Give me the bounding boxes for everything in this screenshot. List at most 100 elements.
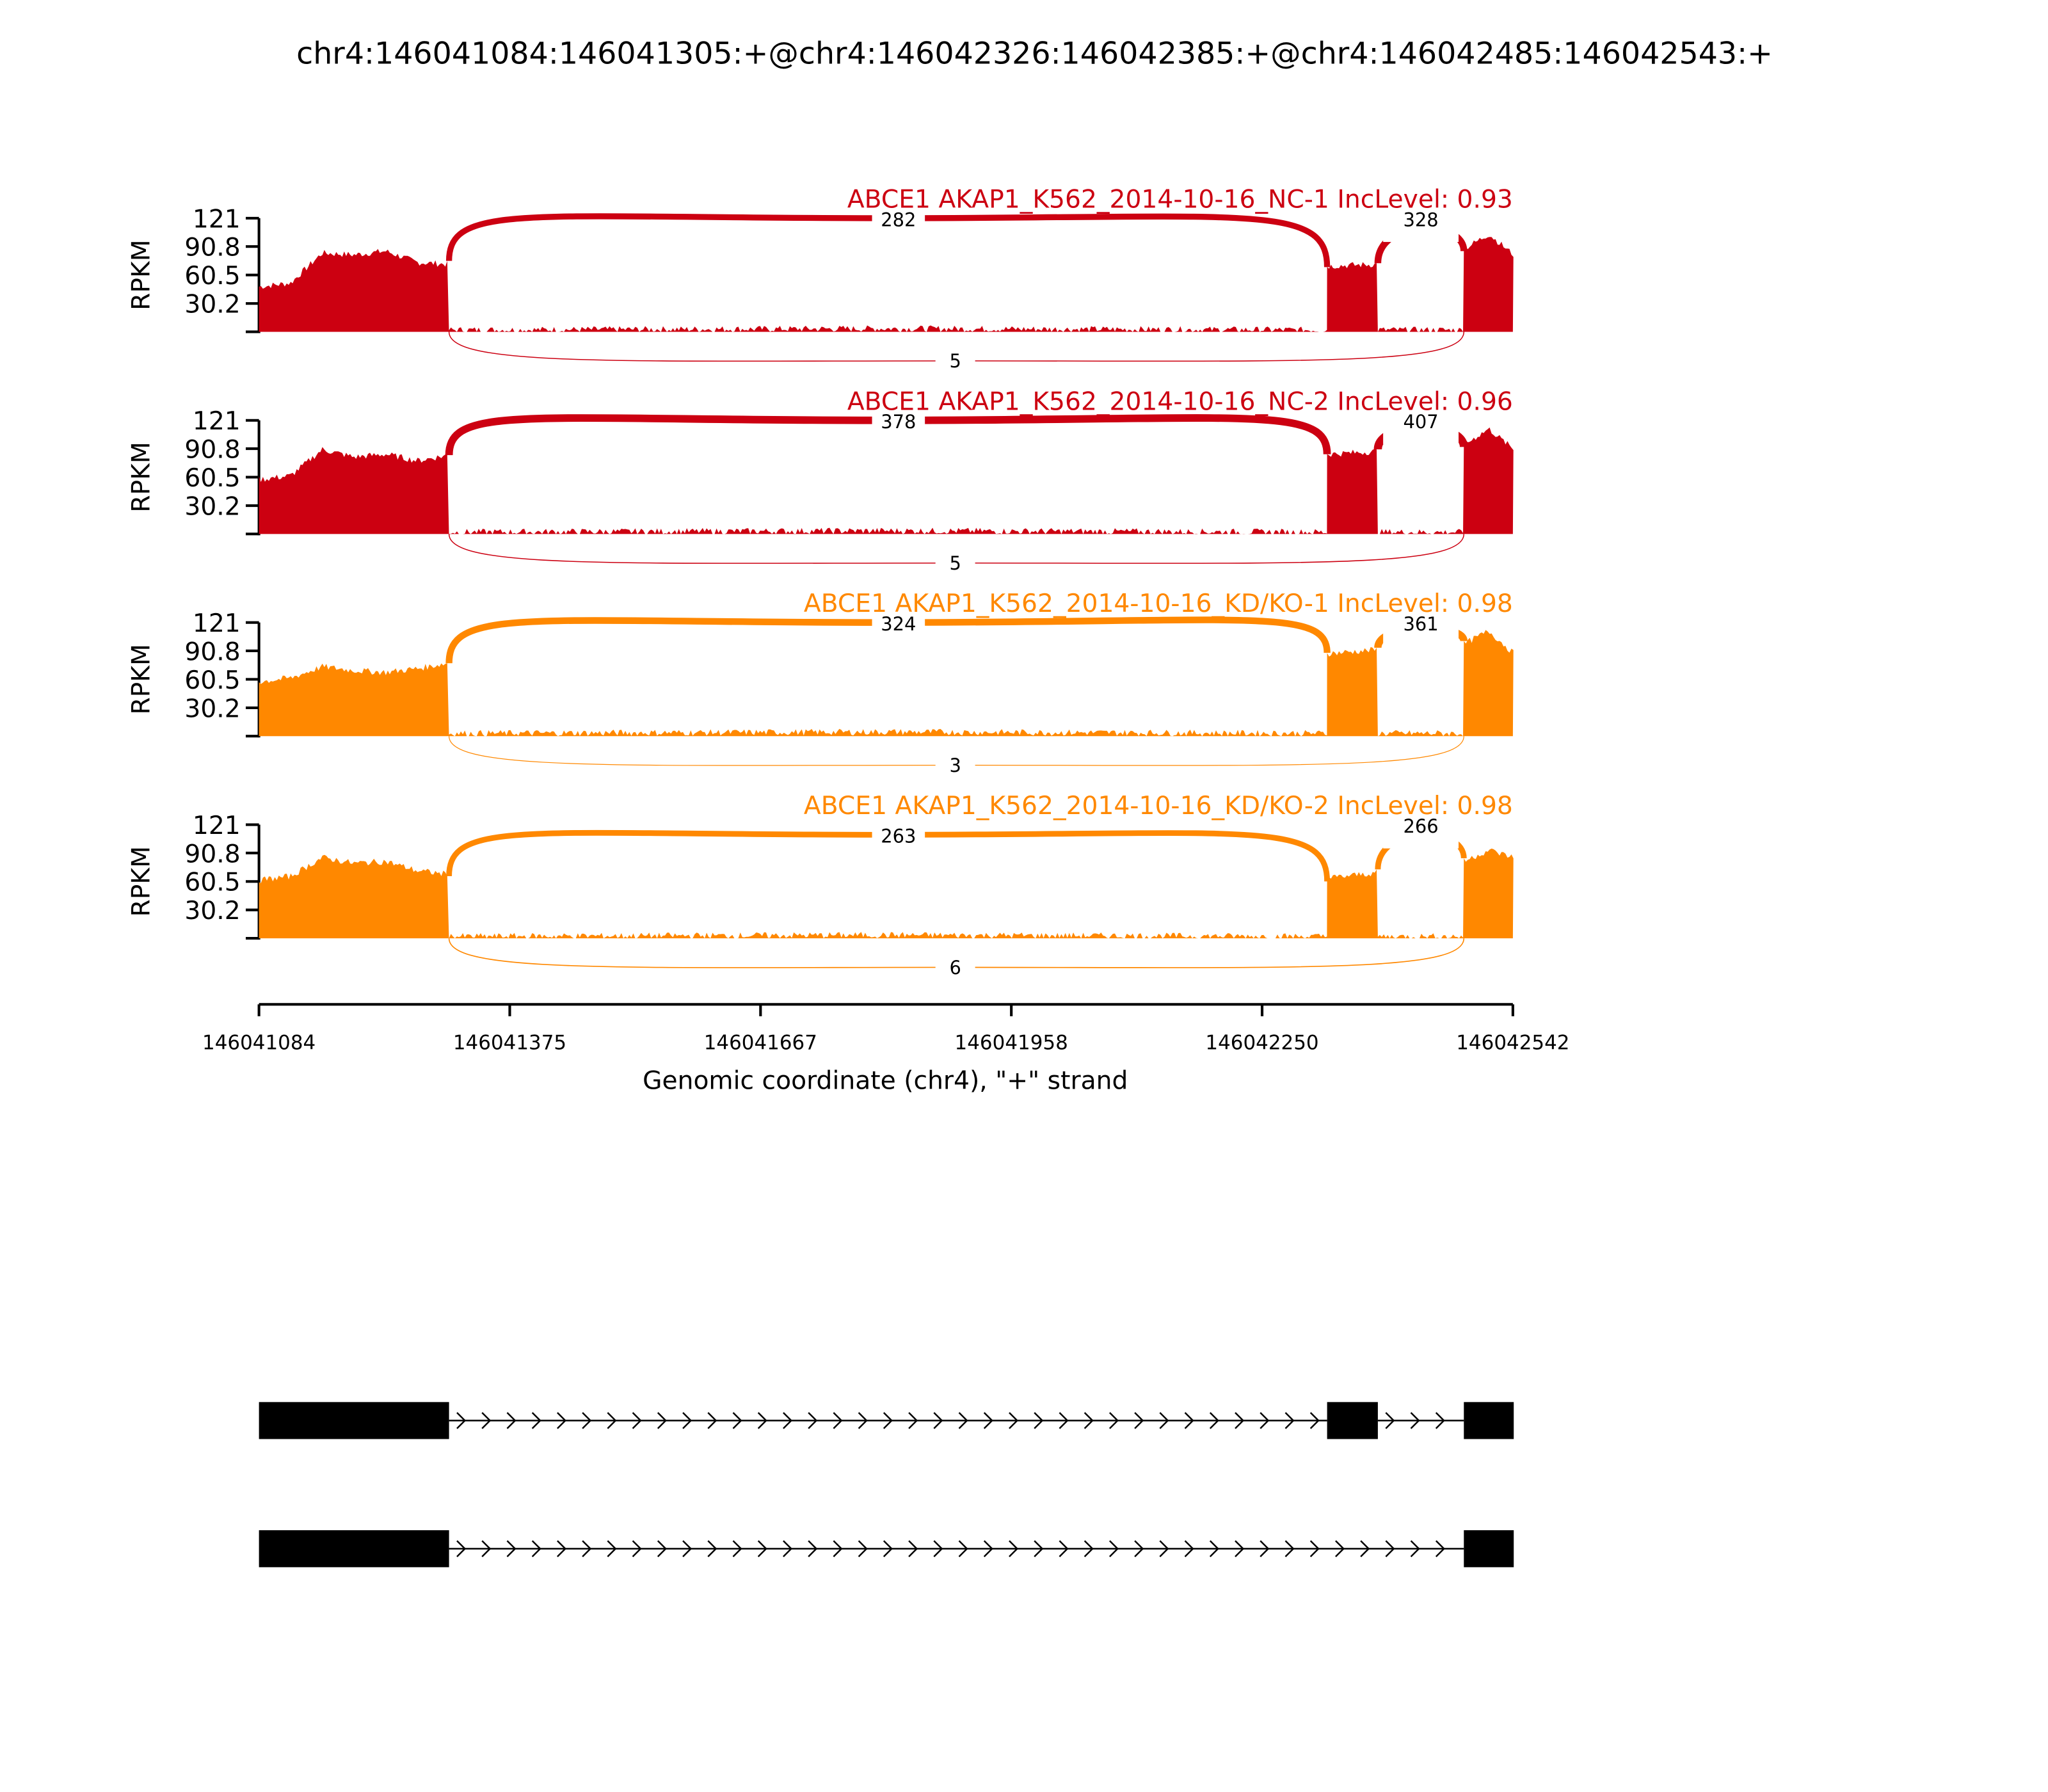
y-tick-label: 121 (193, 407, 241, 436)
junction-label-bg (872, 826, 925, 849)
y-axis-label: RPKM (127, 442, 156, 512)
transcript (259, 1530, 1514, 1567)
junction-label-bg (872, 614, 925, 636)
strand-arrow-icon (1034, 1540, 1044, 1558)
sample-label: ABCE1 AKAP1_K562_2014-10-16_KD/KO-1 IncL… (804, 589, 1513, 618)
junction-count: 324 (881, 613, 916, 635)
strand-arrow-icon (1134, 1412, 1144, 1429)
strand-arrow-icon (1235, 1412, 1245, 1429)
strand-arrow-icon (808, 1412, 818, 1429)
coverage-area (259, 848, 1514, 939)
junction-count: 5 (949, 552, 961, 574)
exon-block (1464, 1402, 1514, 1439)
strand-arrow-icon (858, 1412, 868, 1429)
coverage-area (259, 237, 1514, 332)
strand-arrow-icon (557, 1540, 567, 1558)
strand-arrow-icon (1309, 1412, 1320, 1429)
strand-arrow-icon (582, 1412, 592, 1429)
strand-arrow-icon (657, 1412, 667, 1429)
strand-arrow-icon (1260, 1540, 1270, 1558)
x-tick-label: 146041084 (202, 1031, 316, 1054)
junction-label-bg (1383, 819, 1459, 849)
junction-count: 282 (881, 209, 916, 230)
strand-arrow-icon (757, 1540, 767, 1558)
y-axis-label: RPKM (127, 846, 156, 916)
sample-panel: ABCE1 AKAP1_K562_2014-10-16_NC-2 IncLeve… (127, 387, 1514, 574)
sample-label: ABCE1 AKAP1_K562_2014-10-16_KD/KO-2 IncL… (804, 792, 1513, 820)
sample-panel: ABCE1 AKAP1_K562_2014-10-16_NC-1 IncLeve… (127, 185, 1514, 372)
strand-arrow-icon (657, 1540, 667, 1558)
strand-arrow-icon (783, 1412, 793, 1429)
junction-label-bg (872, 412, 925, 434)
strand-arrow-icon (833, 1540, 843, 1558)
strand-arrow-icon (707, 1412, 717, 1429)
strand-arrow-icon (908, 1540, 918, 1558)
junction-count: 328 (1404, 209, 1439, 230)
strand-arrow-icon (883, 1412, 893, 1429)
junction-count: 6 (949, 957, 961, 979)
strand-arrow-icon (732, 1412, 742, 1429)
strand-arrow-icon (1084, 1540, 1094, 1558)
sample-panel: ABCE1 AKAP1_K562_2014-10-16_KD/KO-2 IncL… (127, 792, 1514, 979)
strand-arrow-icon (732, 1540, 742, 1558)
exon-block (259, 1530, 449, 1567)
exon-block (259, 1402, 449, 1439)
strand-arrow-icon (506, 1540, 516, 1558)
strand-arrow-icon (1109, 1412, 1119, 1429)
y-axis-label: RPKM (127, 239, 156, 310)
strand-arrow-icon (1109, 1540, 1119, 1558)
strand-arrow-icon (933, 1412, 943, 1429)
strand-arrow-icon (1435, 1540, 1445, 1558)
coverage-area (259, 630, 1514, 737)
strand-arrow-icon (958, 1540, 968, 1558)
junction-count: 266 (1404, 815, 1439, 837)
strand-arrow-icon (1435, 1412, 1445, 1429)
strand-arrow-icon (1385, 1540, 1395, 1558)
sample-label: ABCE1 AKAP1_K562_2014-10-16_NC-1 IncLeve… (847, 185, 1513, 214)
y-tick-label: 90.8 (184, 234, 240, 262)
strand-arrow-icon (1309, 1540, 1320, 1558)
strand-arrow-icon (632, 1540, 642, 1558)
strand-arrow-icon (1034, 1412, 1044, 1429)
strand-arrow-icon (632, 1412, 642, 1429)
junction-label-bg (935, 552, 975, 574)
sample-panel: ABCE1 AKAP1_K562_2014-10-16_KD/KO-1 IncL… (127, 589, 1514, 776)
y-tick-label: 90.8 (184, 436, 240, 465)
y-tick-label: 30.2 (184, 897, 240, 925)
strand-arrow-icon (607, 1540, 617, 1558)
y-tick-label: 60.5 (184, 464, 240, 493)
junction-count: 263 (881, 826, 916, 847)
strand-arrow-icon (1284, 1540, 1295, 1558)
strand-arrow-icon (682, 1540, 692, 1558)
x-axis: 146041084 146041375 146041667 146041958 1460… (202, 1003, 1569, 1054)
y-tick-label: 60.5 (184, 868, 240, 897)
exon-block (1327, 1402, 1378, 1439)
junction-count: 3 (949, 755, 961, 776)
junction-label-bg (1383, 212, 1459, 243)
strand-arrow-icon (1235, 1540, 1245, 1558)
strand-arrow-icon (1385, 1412, 1395, 1429)
y-tick-label: 90.8 (184, 637, 240, 666)
strand-arrow-icon (1184, 1540, 1194, 1558)
strand-arrow-icon (456, 1540, 467, 1558)
y-tick-label: 60.5 (184, 262, 240, 291)
strand-arrow-icon (1059, 1412, 1069, 1429)
strand-arrow-icon (682, 1412, 692, 1429)
junction-count: 361 (1404, 613, 1439, 635)
junction-label-bg (872, 210, 925, 232)
x-tick-label: 146041667 (704, 1031, 817, 1054)
strand-arrow-icon (983, 1412, 993, 1429)
strand-arrow-icon (1084, 1412, 1094, 1429)
y-tick-label: 30.2 (184, 694, 240, 723)
x-tick-label: 146041375 (453, 1031, 566, 1054)
x-axis-label: Genomic coordinate (chr4), "+" strand (643, 1066, 1128, 1095)
strand-arrow-icon (456, 1412, 467, 1429)
strand-arrow-icon (582, 1540, 592, 1558)
strand-arrow-icon (833, 1412, 843, 1429)
strand-arrow-icon (1284, 1412, 1295, 1429)
strand-arrow-icon (1260, 1412, 1270, 1429)
strand-arrow-icon (506, 1412, 516, 1429)
strand-arrow-icon (1009, 1540, 1019, 1558)
